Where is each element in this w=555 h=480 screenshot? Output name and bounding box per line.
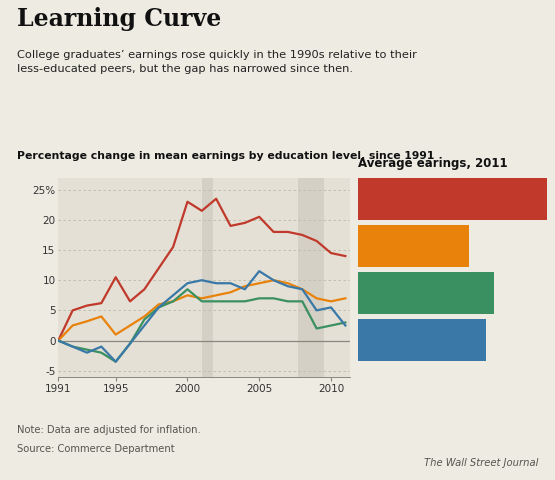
Text: DIPLOMA: DIPLOMA bbox=[365, 248, 418, 258]
Text: The Wall Street Journal: The Wall Street Journal bbox=[424, 458, 538, 468]
Text: $51,527: $51,527 bbox=[438, 289, 488, 299]
Text: College graduates’ earnings rose quickly in the 1990s relative to their
less-edu: College graduates’ earnings rose quickly… bbox=[17, 50, 416, 74]
Text: HIGH SCHOOL: HIGH SCHOOL bbox=[365, 231, 446, 241]
Text: $42,167: $42,167 bbox=[414, 242, 464, 252]
Text: BACHELOR’S: BACHELOR’S bbox=[365, 184, 438, 194]
Text: Average earings, 2011: Average earings, 2011 bbox=[358, 157, 508, 170]
Text: DEGREE: DEGREE bbox=[365, 201, 411, 211]
Text: $71,817: $71,817 bbox=[492, 195, 541, 205]
Text: Learning Curve: Learning Curve bbox=[17, 7, 221, 31]
Text: SOME COLLEGE,: SOME COLLEGE, bbox=[365, 325, 458, 335]
Text: NO DEGREE: NO DEGREE bbox=[365, 342, 432, 352]
Text: Note: Data are adjusted for inflation.: Note: Data are adjusted for inflation. bbox=[17, 425, 200, 435]
Text: Source: Commerce Department: Source: Commerce Department bbox=[17, 444, 174, 454]
Bar bbox=[202, 178, 213, 377]
Bar bbox=[298, 178, 324, 377]
Text: Percentage change in mean earnings by education level, since 1991: Percentage change in mean earnings by ed… bbox=[17, 151, 434, 161]
Text: $48,497: $48,497 bbox=[431, 336, 481, 346]
Text: ASSOCIATE’S: ASSOCIATE’S bbox=[365, 278, 440, 288]
Text: DEGREE: DEGREE bbox=[365, 295, 411, 305]
